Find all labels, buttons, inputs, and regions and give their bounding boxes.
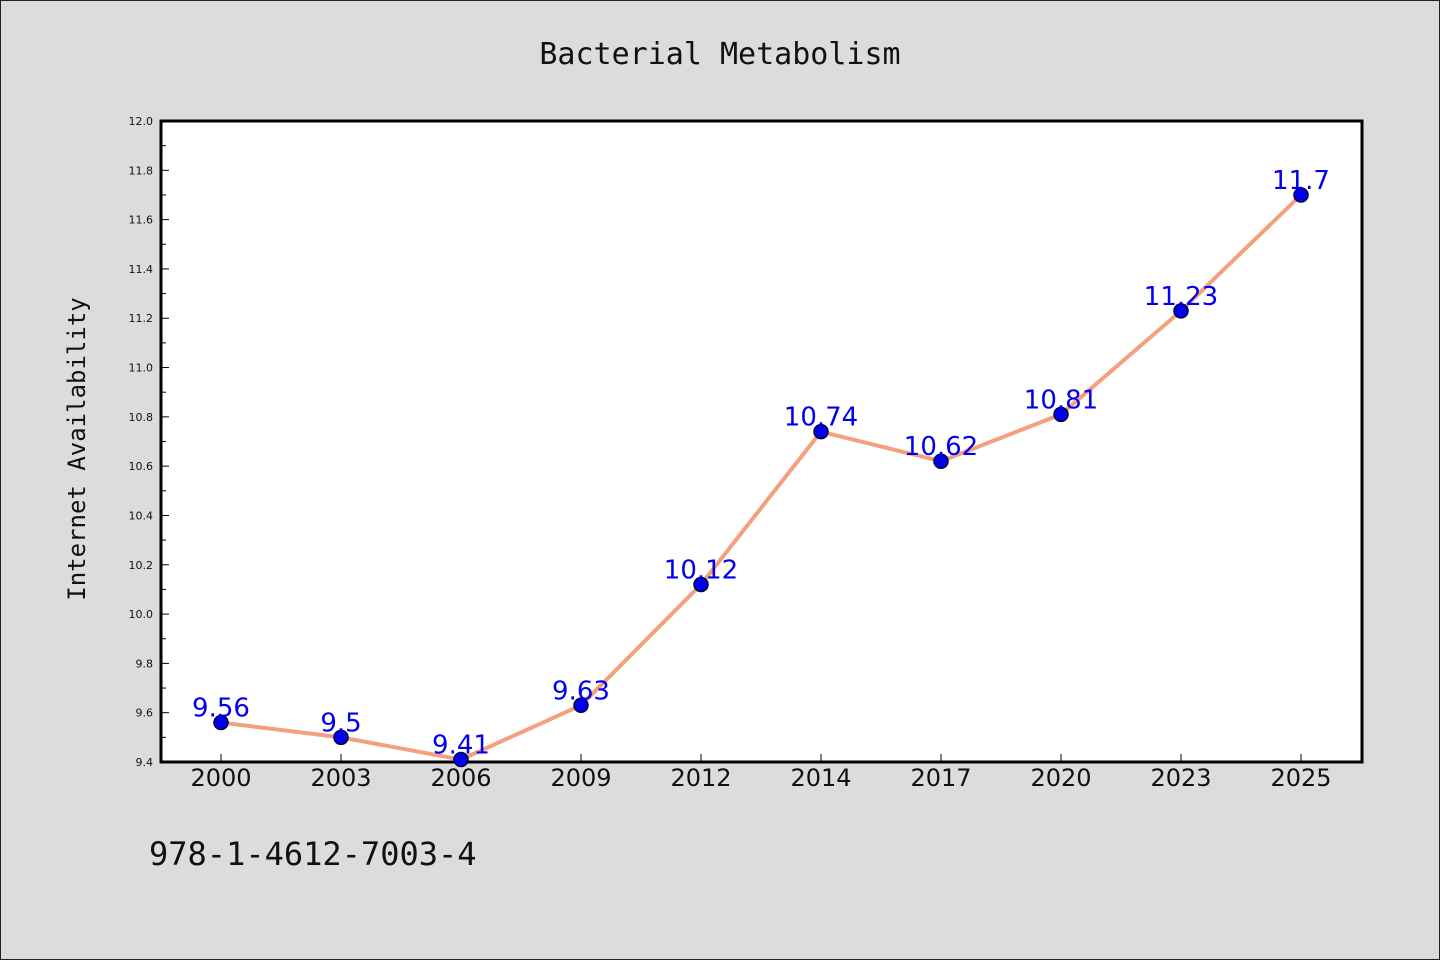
data-label: 10.81 [1024, 385, 1098, 415]
data-label: 9.56 [192, 694, 250, 724]
data-label: 10.12 [664, 555, 738, 585]
data-point [1173, 303, 1189, 319]
x-tick-label: 2003 [310, 764, 371, 792]
data-label: 11.23 [1144, 282, 1218, 312]
y-tick-label: 9.4 [136, 756, 154, 769]
y-tick-label: 12.0 [129, 115, 154, 128]
data-point [453, 751, 469, 768]
y-tick-label: 9.6 [136, 707, 154, 720]
data-point [573, 697, 589, 714]
data-label: 9.5 [320, 708, 361, 738]
y-tick-label: 11.2 [129, 312, 154, 325]
series-line-group [219, 192, 1303, 762]
y-tick-label: 10.6 [129, 460, 154, 473]
data-point [1293, 187, 1309, 203]
data-label: 9.63 [552, 676, 610, 706]
x-tick-label: 2006 [430, 764, 491, 792]
x-tick-label: 2017 [910, 764, 971, 792]
data-point [213, 714, 229, 731]
y-axis-label: Internet Availability [63, 297, 91, 600]
x-tick-label: 2025 [1270, 764, 1331, 792]
y-tick-label: 11.8 [129, 164, 154, 177]
x-tick-label: 2020 [1030, 764, 1091, 792]
data-label: 11.7 [1272, 166, 1330, 196]
y-tick-label: 10.2 [129, 559, 154, 572]
chart-title: Bacterial Metabolism [539, 37, 900, 72]
data-point [693, 576, 709, 593]
x-tick-label: 2023 [1150, 764, 1211, 792]
y-tick-label: 10.8 [129, 411, 154, 424]
plot-area [159, 119, 1364, 764]
data-labels: 9.56 9.5 9.41 9.63 10.12 10.74 10.62 10.81 11.23… [192, 166, 1330, 761]
data-point [333, 729, 349, 746]
data-label: 10.74 [784, 403, 858, 433]
series-line [219, 192, 1303, 762]
data-point [1053, 406, 1069, 423]
x-tick-label: 2014 [790, 764, 851, 792]
x-axis: 2000 2003 2006 2009 2012 2014 2017 2020 2023 2025 [190, 754, 1332, 792]
y-tick-label: 10.0 [129, 608, 154, 621]
x-tick-label: 2009 [550, 764, 611, 792]
y-tick-label: 11.0 [129, 362, 154, 375]
data-point [933, 453, 949, 469]
y-axis: 9.4 9.6 9.8 10.0 10.2 10.4 10.6 10.8 11.0 11.2 11.… [129, 115, 169, 769]
x-tick-label: 2012 [670, 764, 731, 792]
y-tick-label: 10.4 [129, 509, 154, 522]
data-label: 9.41 [432, 731, 490, 761]
data-point [813, 423, 829, 440]
isbn-label: 978-1-4612-7003-4 [149, 835, 477, 873]
x-tick-label: 2000 [190, 764, 251, 792]
y-tick-label: 9.8 [136, 657, 154, 670]
data-points [213, 187, 1309, 768]
y-tick-label: 11.4 [129, 263, 154, 276]
data-label: 10.62 [904, 432, 978, 462]
y-tick-label: 11.6 [129, 214, 154, 227]
